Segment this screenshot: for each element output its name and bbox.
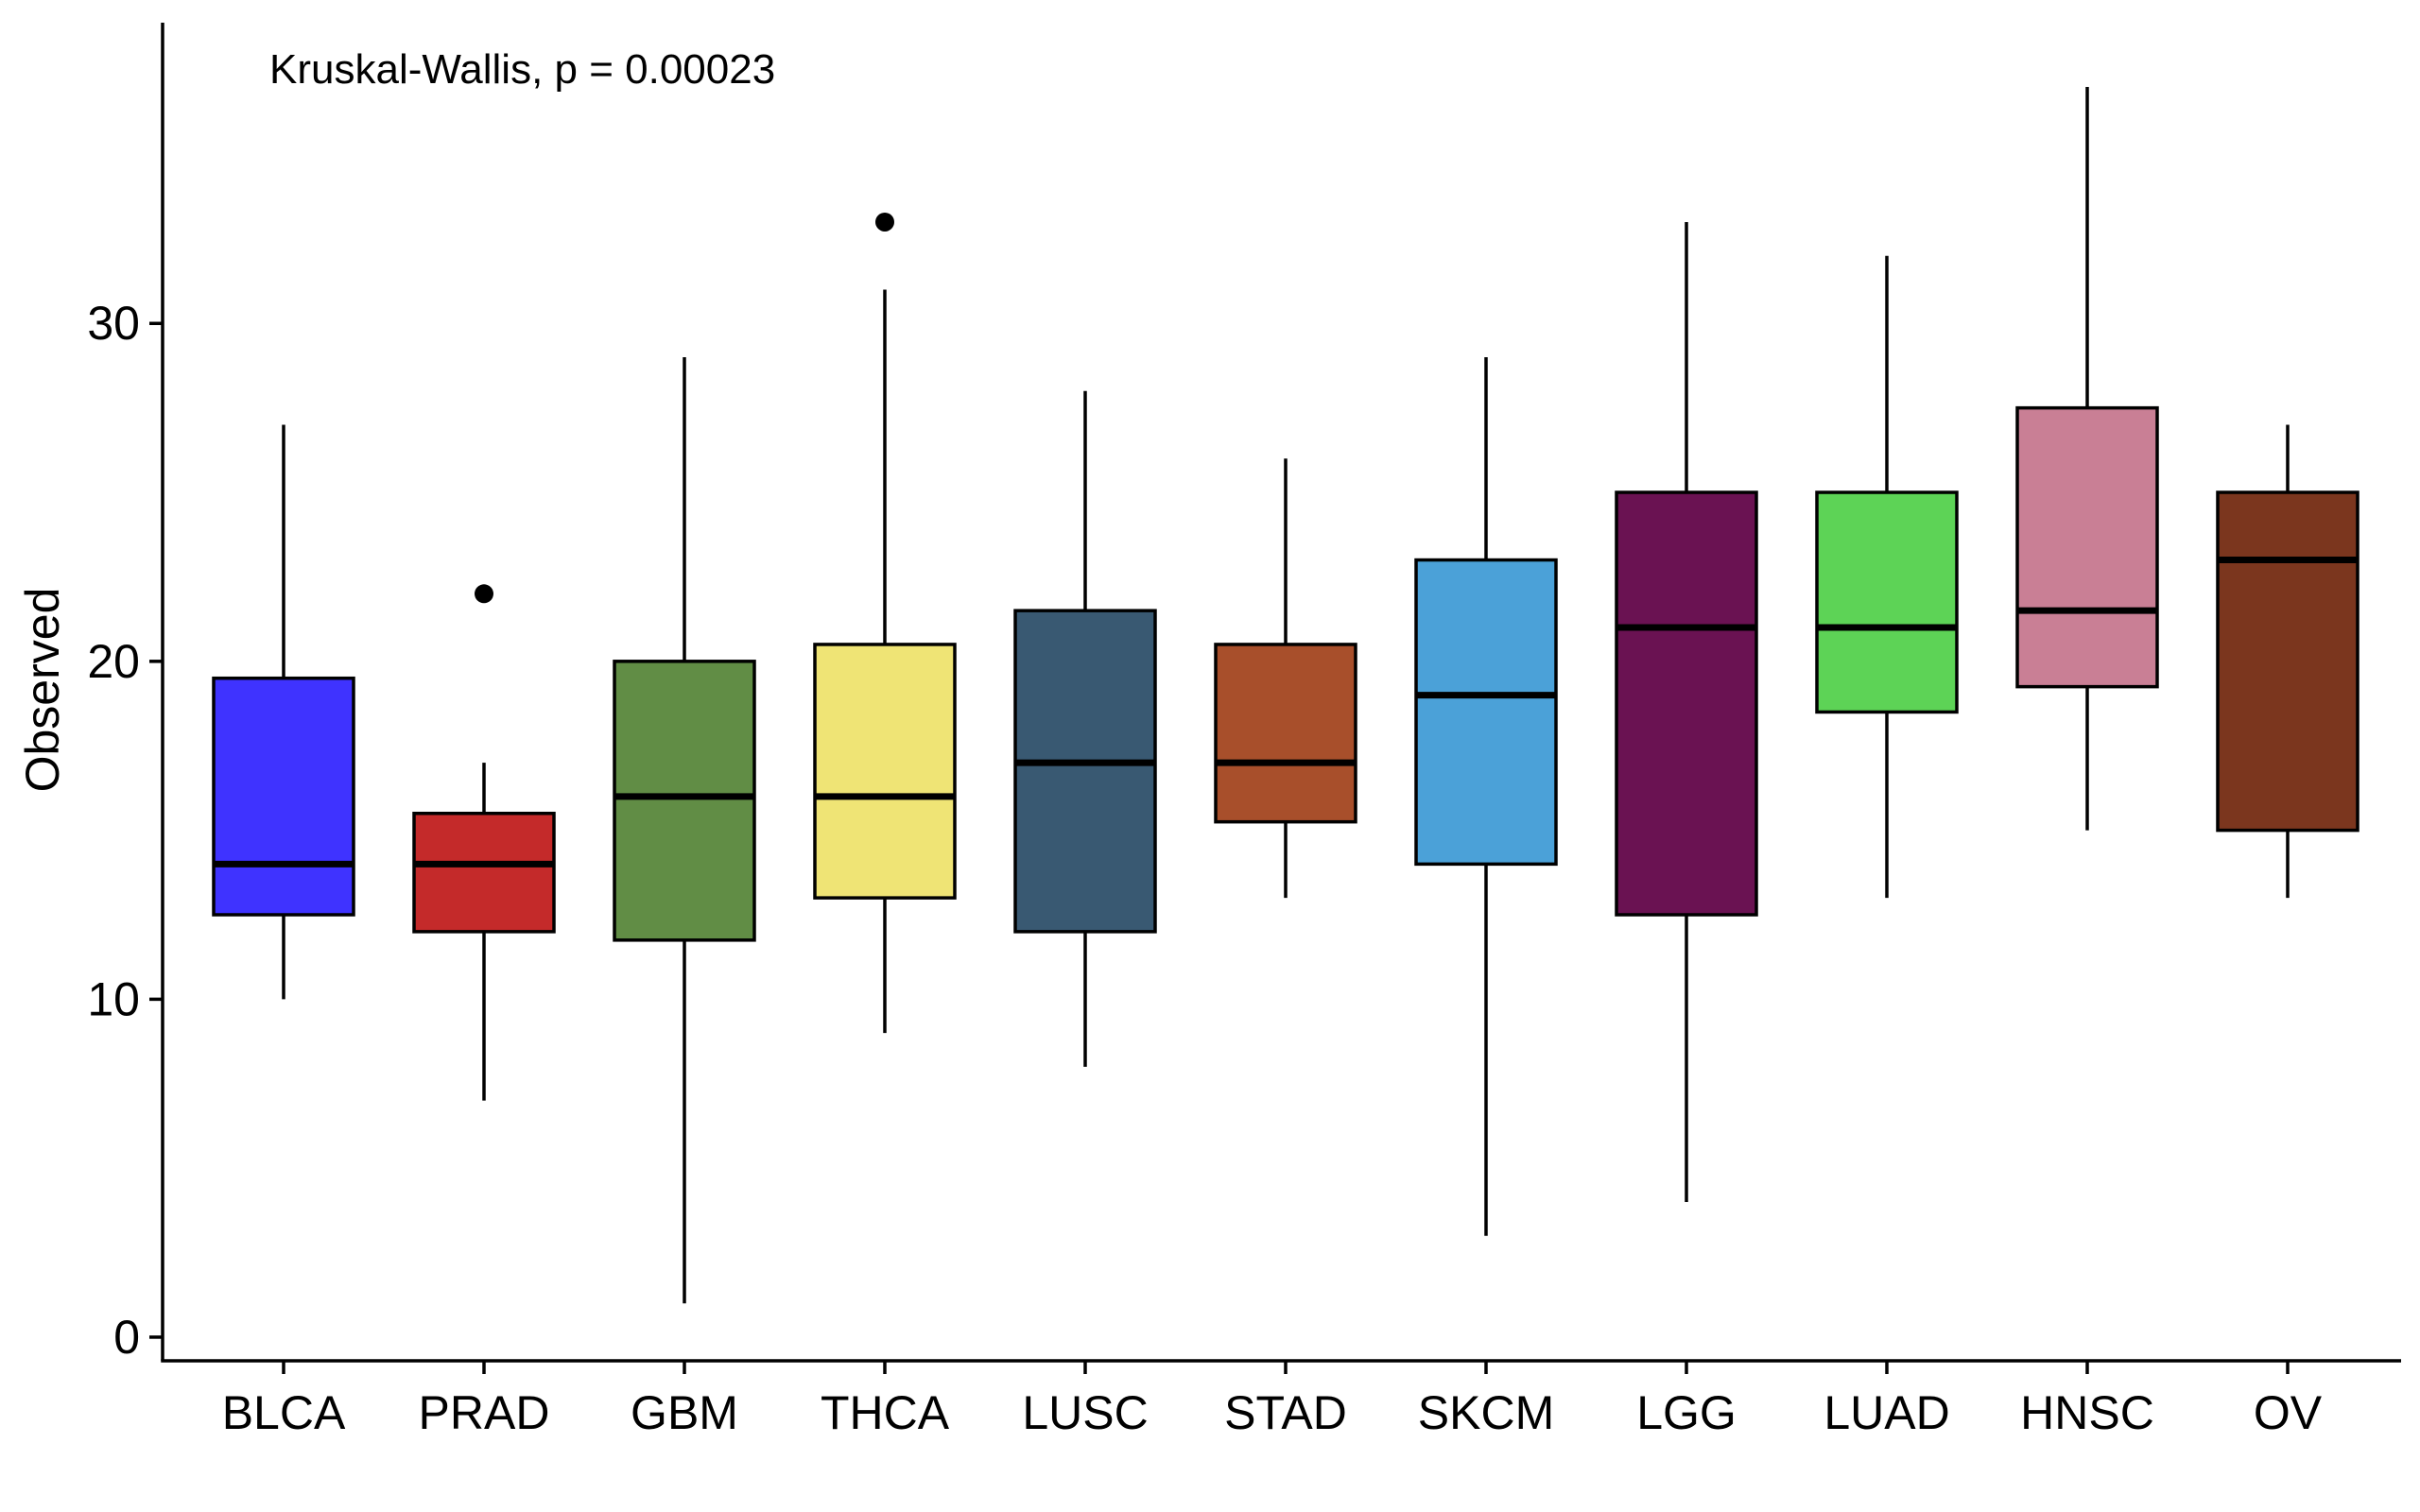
iqr-box [1414,558,1558,867]
iqr-box [2015,405,2159,689]
y-tick-label: 30 [87,297,140,350]
iqr-box [212,676,355,917]
iqr-box [1815,490,1959,714]
box-prad [412,584,556,1101]
iqr-box [2216,490,2360,833]
x-tick-label: LUSC [1022,1386,1148,1439]
x-tick-label: GBM [631,1386,738,1439]
box-blca [212,424,355,1000]
kruskal-wallis-annotation: Kruskal-Wallis, p = 0.00023 [269,46,775,93]
box-ov [2216,424,2360,899]
box-skcm [1414,357,1558,1236]
box-series [212,86,2360,1304]
iqr-box [613,660,756,942]
y-axis-ticks: 0 10 20 30 [87,297,163,1364]
y-axis-title: Observed [16,588,69,793]
y-tick-label: 20 [87,635,140,688]
iqr-box [1615,490,1758,917]
box-stad [1214,458,1357,899]
x-tick-label: STAD [1224,1386,1347,1439]
x-tick-label: LGG [1636,1386,1737,1439]
box-hnsc [2015,86,2159,831]
x-tick-label: SKCM [1418,1386,1554,1439]
x-tick-label: THCA [821,1386,950,1439]
x-axis-ticks: BLCA PRAD GBM THCA LUSC STAD SKCM LGG LUAD HNSC OV [222,1361,2323,1439]
box-lgg [1615,221,1758,1202]
x-tick-label: BLCA [222,1386,346,1439]
box-lusc [1013,390,1157,1067]
iqr-box [412,811,556,934]
iqr-box [1214,643,1357,824]
x-tick-label: PRAD [419,1386,550,1439]
x-tick-label: OV [2254,1386,2323,1439]
y-tick-label: 10 [87,972,140,1025]
iqr-box [1013,609,1157,934]
box-luad [1815,255,1959,899]
outlier-point [875,212,894,232]
x-tick-label: HNSC [2020,1386,2154,1439]
x-tick-label: LUAD [1824,1386,1949,1439]
box-thca [813,212,957,1034]
iqr-box [813,643,957,900]
y-tick-label: 0 [113,1311,140,1364]
box-gbm [613,357,756,1304]
outlier-point [475,584,493,604]
